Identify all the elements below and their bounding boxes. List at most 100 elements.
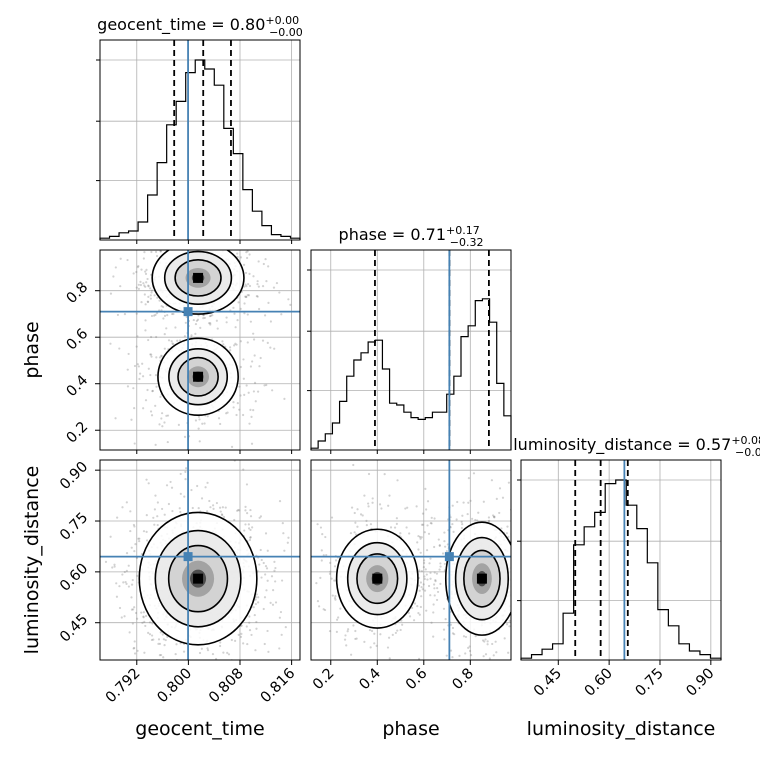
- x-tick-label: 0.90: [684, 666, 718, 700]
- sample-point: [442, 607, 446, 610]
- sample-point: [419, 581, 423, 584]
- sample-point: [488, 519, 491, 522]
- sample-point: [151, 244, 153, 246]
- sample-point: [493, 516, 496, 519]
- sample-point: [185, 467, 188, 470]
- sample-point: [221, 514, 224, 517]
- sample-point: [287, 536, 290, 539]
- sample-point: [355, 637, 358, 640]
- sample-point: [286, 541, 289, 544]
- sample-point: [451, 656, 454, 659]
- sample-point: [246, 293, 249, 297]
- sample-point: [350, 653, 353, 656]
- sample-point: [528, 575, 530, 577]
- sample-point: [160, 417, 163, 420]
- sample-point: [344, 634, 347, 637]
- joint-content: [100, 443, 300, 660]
- sample-point: [133, 606, 136, 609]
- sample-point: [467, 663, 469, 665]
- sample-point: [172, 343, 175, 346]
- sample-point: [192, 318, 195, 322]
- sample-point: [139, 241, 141, 243]
- sample-point: [549, 594, 551, 596]
- sample-point: [113, 563, 116, 566]
- sample-point: [395, 517, 398, 520]
- sample-point: [245, 295, 248, 298]
- sample-point: [257, 307, 261, 311]
- sample-point: [125, 501, 128, 504]
- sample-point: [156, 501, 159, 504]
- sample-point: [477, 511, 480, 514]
- sample-point: [512, 649, 514, 651]
- sample-point: [146, 300, 150, 303]
- sample-point: [247, 294, 251, 297]
- sample-point: [162, 317, 165, 320]
- sample-point: [247, 283, 250, 286]
- density-peak: [193, 272, 204, 283]
- sample-point: [242, 468, 245, 471]
- sample-point: [233, 518, 236, 522]
- sample-point: [423, 575, 426, 578]
- sample-point: [508, 619, 511, 622]
- sample-point: [426, 524, 429, 527]
- sample-point: [446, 543, 449, 546]
- sample-point: [443, 540, 446, 543]
- sample-point: [256, 390, 260, 393]
- sample-point: [116, 516, 119, 519]
- sample-point: [245, 244, 247, 246]
- sample-point: [133, 364, 137, 368]
- sample-point: [230, 638, 233, 642]
- sample-point: [514, 560, 516, 562]
- sample-point: [429, 571, 432, 574]
- sample-point: [255, 593, 258, 596]
- sample-point: [237, 301, 240, 304]
- sample-point: [104, 560, 108, 563]
- sample-point: [122, 581, 125, 584]
- sample-point: [206, 649, 210, 652]
- sample-point: [138, 540, 141, 543]
- sample-point: [160, 354, 163, 357]
- sample-point: [304, 555, 306, 557]
- sample-point: [154, 250, 158, 253]
- sample-point: [274, 566, 277, 570]
- sample-point: [444, 618, 447, 621]
- sample-point: [197, 415, 201, 418]
- sample-point: [462, 635, 466, 638]
- sample-point: [163, 347, 166, 350]
- sample-point: [143, 620, 146, 623]
- sample-point: [517, 586, 519, 588]
- sample-point: [301, 275, 303, 277]
- sample-point: [118, 606, 122, 610]
- sample-point: [130, 418, 133, 421]
- sample-point: [278, 500, 282, 503]
- sample-point: [429, 577, 432, 580]
- sample-point: [436, 587, 439, 590]
- sample-point: [225, 321, 228, 324]
- sample-point: [269, 320, 273, 323]
- sample-point: [254, 602, 258, 606]
- sample-point: [445, 549, 448, 553]
- sample-point: [232, 400, 235, 404]
- sample-point: [308, 561, 310, 563]
- sample-point: [113, 565, 116, 568]
- sample-point: [259, 356, 262, 360]
- sample-point: [416, 605, 419, 608]
- sample-point: [512, 655, 514, 657]
- sample-point: [460, 526, 463, 530]
- sample-point: [133, 442, 136, 445]
- sample-point: [219, 644, 222, 648]
- sample-point: [515, 492, 517, 494]
- sample-point: [260, 226, 262, 228]
- sample-point: [484, 653, 488, 656]
- sample-point: [266, 579, 269, 582]
- sample-point: [334, 595, 337, 598]
- sample-point: [514, 586, 516, 588]
- marginal-panel-geocent_time: geocent_time = 0.80+0.00 −0.00: [96, 14, 303, 241]
- sample-point: [240, 443, 242, 445]
- sample-point: [140, 268, 143, 271]
- sample-point: [345, 644, 348, 647]
- sample-point: [490, 479, 494, 482]
- sample-point: [244, 509, 247, 512]
- sample-point: [138, 537, 141, 540]
- sample-point: [150, 335, 153, 339]
